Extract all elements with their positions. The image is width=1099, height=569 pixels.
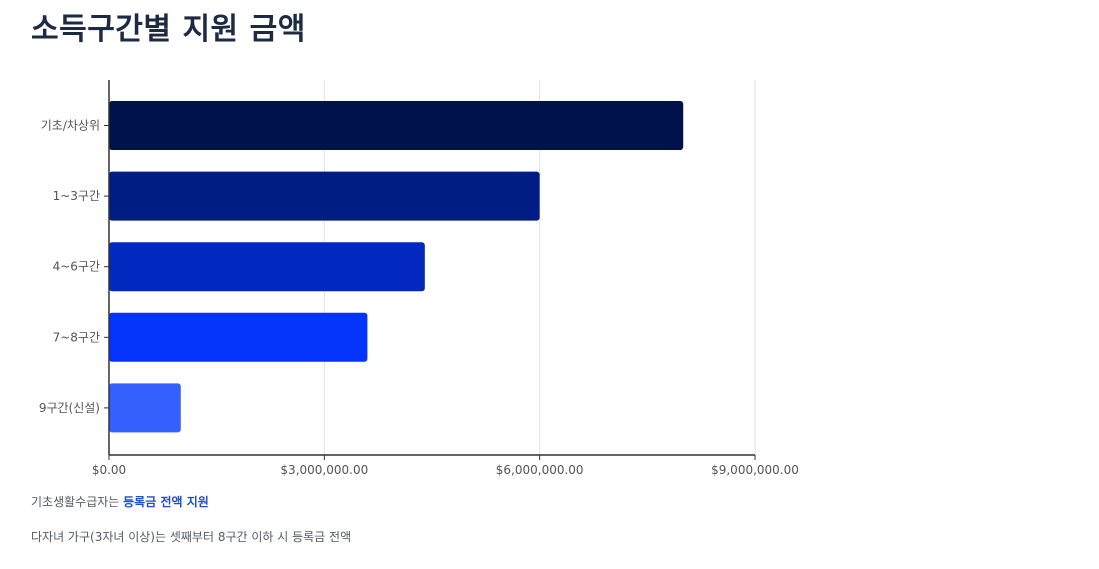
bar-5 — [109, 383, 181, 433]
x-tick-label: $6,000,000.00 — [496, 463, 584, 477]
x-tick-label: $3,000,000.00 — [280, 463, 368, 477]
y-tick-label: 9구간(신설) — [39, 401, 100, 415]
bar-3 — [109, 242, 425, 292]
x-tick-label: $0.00 — [92, 463, 126, 477]
y-tick-label: 7~8구간 — [53, 330, 100, 344]
page-title: 소득구간별 지원 금액 — [31, 12, 306, 47]
full-tuition-highlight: 등록금 전액 지원 — [123, 495, 209, 509]
multi-child-note: 다자녀 가구(3자녀 이상)는 셋째부터 8구간 이하 시 등록금 전액 — [31, 530, 352, 544]
basic-livelihood-note-text: 기초생활수급자는 — [31, 495, 124, 509]
y-tick-label: 기초/차상위 — [41, 119, 100, 133]
bar-1 — [109, 101, 684, 150]
basic-livelihood-note: 기초생활수급자는 등록금 전액 지원 — [31, 493, 209, 510]
bar-2 — [109, 171, 540, 221]
x-tick-label: $9,000,000.00 — [711, 463, 799, 477]
y-tick-label: 4~6구간 — [53, 260, 100, 274]
y-tick-label: 1~3구간 — [53, 189, 100, 203]
bar-4 — [109, 312, 368, 362]
